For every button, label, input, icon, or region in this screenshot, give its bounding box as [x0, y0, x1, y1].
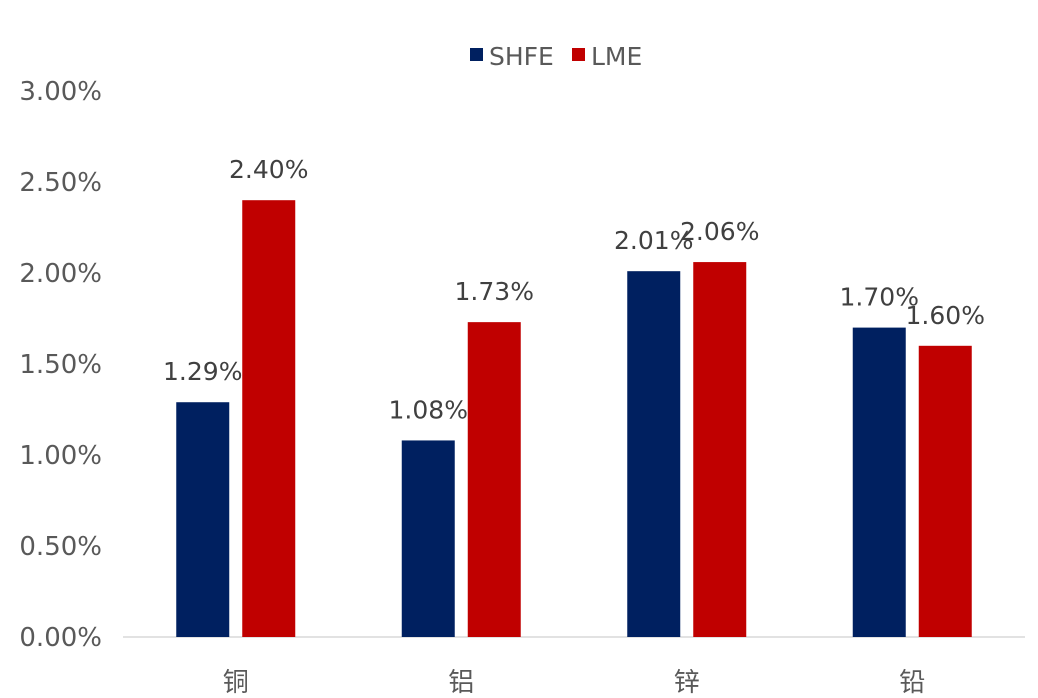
data-label: 2.40% — [229, 155, 308, 184]
y-tick-label: 0.00% — [19, 623, 102, 653]
legend-swatch-lme — [572, 48, 585, 61]
bar-shfe — [627, 271, 681, 637]
data-label: 2.01% — [614, 226, 693, 255]
bar-lme — [242, 200, 296, 637]
x-tick-label: 铅 — [899, 668, 925, 698]
y-tick-label: 2.00% — [19, 259, 102, 289]
x-axis: 铜铝锌铅 — [223, 668, 926, 698]
bar-lme — [918, 345, 972, 637]
legend-swatch-shfe — [470, 48, 483, 61]
legend: SHFE LME — [470, 42, 642, 71]
data-label: 1.08% — [389, 395, 468, 424]
x-tick-label: 铜 — [223, 668, 249, 698]
bar-shfe — [401, 440, 455, 637]
data-label: 1.60% — [906, 301, 985, 330]
y-tick-label: 0.50% — [19, 532, 102, 562]
data-label: 1.70% — [840, 283, 919, 312]
y-tick-label: 2.50% — [19, 168, 102, 198]
y-axis: 0.00% 0.50% 1.00% 1.50% 2.00% 2.50% 3.00% — [19, 77, 102, 653]
x-tick-label: 铝 — [448, 668, 474, 698]
bars — [176, 200, 972, 637]
y-tick-label: 1.50% — [19, 350, 102, 380]
bar-lme — [693, 262, 747, 637]
legend-label-lme: LME — [591, 42, 642, 71]
bar-lme — [467, 322, 521, 637]
y-tick-label: 1.00% — [19, 441, 102, 471]
data-label: 1.29% — [163, 357, 242, 386]
y-tick-label: 3.00% — [19, 77, 102, 107]
bar-shfe — [852, 327, 906, 637]
legend-label-shfe: SHFE — [489, 42, 554, 71]
x-tick-label: 锌 — [674, 668, 700, 698]
bar-shfe — [176, 402, 230, 637]
data-label: 2.06% — [680, 217, 759, 246]
data-label: 1.73% — [455, 277, 534, 306]
data-labels: 1.29% 2.40% 1.08% 1.73% 2.01%2.06% 1.70%1.60% — [163, 155, 985, 424]
